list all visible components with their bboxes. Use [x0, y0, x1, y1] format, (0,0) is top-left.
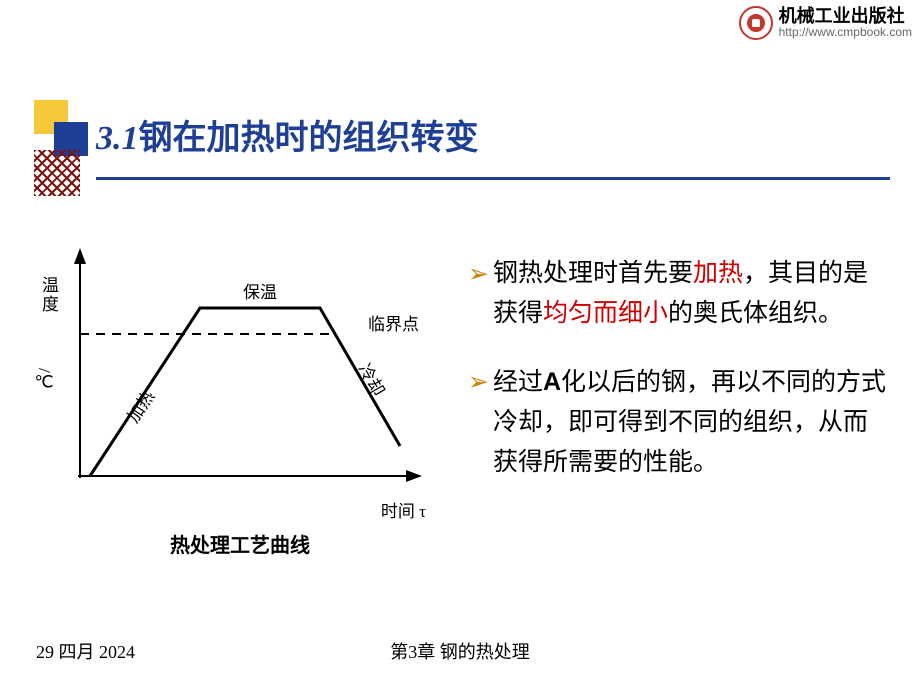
decor-grid-square [34, 150, 80, 196]
label-critical: 临界点 [368, 315, 419, 334]
text-run: 经过 [493, 369, 543, 396]
bullet-marker-icon: ➢ [468, 254, 489, 334]
footer-chapter: 第3章 钢的热处理 [0, 638, 920, 664]
bold-text: A [543, 368, 561, 396]
highlight-text: 均匀而细小 [543, 300, 668, 327]
slide-title: 3.1钢在加热时的组织转变 [96, 110, 890, 180]
bullet-list: ➢钢热处理时首先要加热，其目的是获得均匀而细小的奥氏体组织。➢经过A化以后的钢，… [468, 254, 890, 511]
y-axis-label: 温度 [36, 276, 61, 314]
bullet-text: 钢热处理时首先要加热，其目的是获得均匀而细小的奥氏体组织。 [493, 254, 890, 334]
y-axis-unit: /℃ [34, 368, 54, 393]
label-hold: 保温 [243, 283, 277, 302]
title-underline [96, 177, 890, 180]
title-number: 3.1 [96, 120, 139, 157]
title-main: 钢在加热时的组织转变 [139, 120, 479, 157]
diagram-svg: 保温 临界点 加热 冷却 [30, 246, 430, 506]
text-run: 钢热处理时首先要 [493, 260, 693, 287]
title-text: 3.1钢在加热时的组织转变 [96, 110, 890, 159]
bullet-marker-icon: ➢ [468, 362, 489, 483]
heat-treatment-diagram: 保温 临界点 加热 冷却 温度 /℃ 时间 τ 热处理工艺曲线 [30, 246, 430, 556]
highlight-text: 加热 [693, 260, 743, 287]
title-decor [34, 100, 88, 206]
diagram-caption: 热处理工艺曲线 [90, 529, 390, 558]
publisher-logo: 机械工业出版社 http://www.cmpbook.com [739, 6, 912, 40]
bullet-text: 经过A化以后的钢，再以不同的方式冷却，即可得到不同的组织，从而获得所需要的性能。 [493, 362, 890, 483]
gear-icon [739, 6, 773, 40]
bullet-item: ➢经过A化以后的钢，再以不同的方式冷却，即可得到不同的组织，从而获得所需要的性能… [468, 362, 890, 483]
bullet-item: ➢钢热处理时首先要加热，其目的是获得均匀而细小的奥氏体组织。 [468, 254, 890, 334]
publisher-text: 机械工业出版社 http://www.cmpbook.com [779, 7, 912, 40]
publisher-name: 机械工业出版社 [779, 7, 912, 27]
text-run: 的奥氏体组织。 [668, 300, 843, 327]
x-axis-label: 时间 τ [381, 497, 426, 522]
publisher-url: http://www.cmpbook.com [779, 26, 912, 39]
label-cool: 冷却 [355, 361, 388, 400]
label-heat: 加热 [124, 387, 159, 426]
